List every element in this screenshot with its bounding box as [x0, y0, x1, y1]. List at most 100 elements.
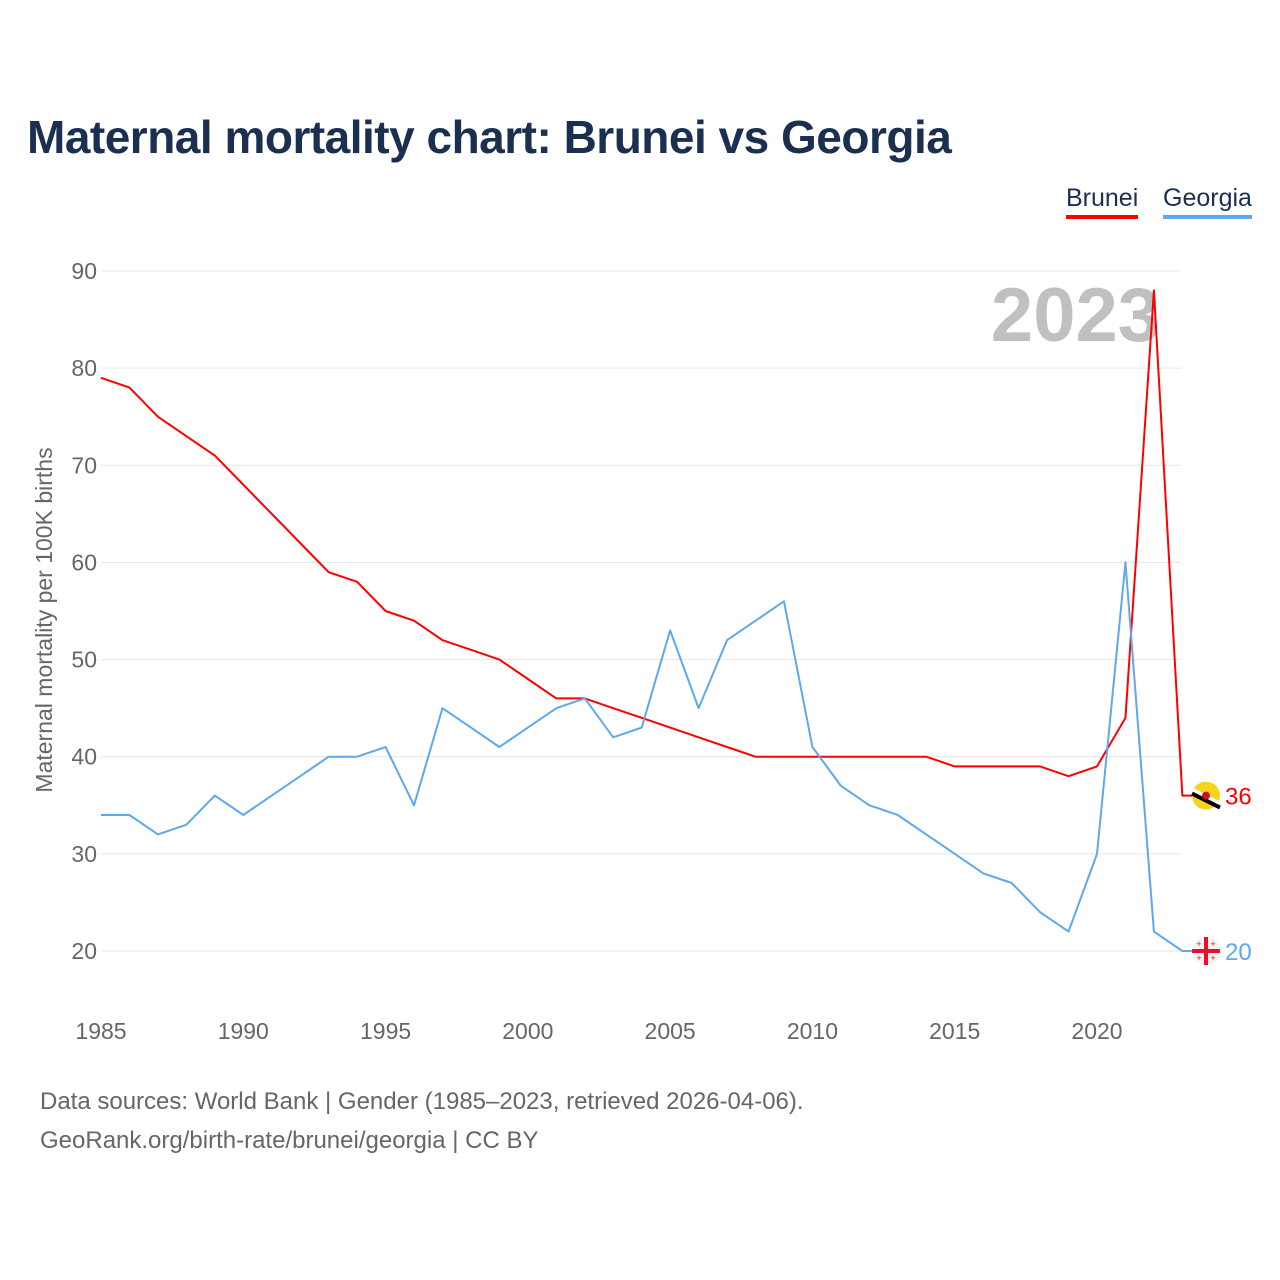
data-point-georgia — [754, 619, 758, 623]
data-point-georgia — [640, 726, 644, 730]
x-tick-label: 2000 — [502, 1018, 553, 1044]
data-point-brunei — [526, 677, 530, 681]
flag-small-cross: + — [1210, 953, 1215, 963]
legend-brunei[interactable]: Brunei — [1066, 184, 1139, 219]
data-point-brunei — [896, 755, 900, 759]
data-point-georgia — [1010, 881, 1014, 885]
y-tick-label: 40 — [71, 744, 97, 770]
data-point-georgia — [412, 803, 416, 807]
data-point-georgia — [697, 706, 701, 710]
data-point-brunei — [782, 755, 786, 759]
data-point-brunei — [327, 570, 331, 574]
data-point-brunei — [867, 755, 871, 759]
data-point-georgia — [156, 832, 160, 836]
data-point-georgia — [270, 794, 274, 798]
y-tick-label: 70 — [71, 452, 97, 478]
series-line-georgia — [101, 561, 1192, 952]
data-point-georgia — [1180, 949, 1184, 953]
data-point-brunei — [1152, 288, 1156, 292]
data-point-brunei — [497, 658, 501, 662]
data-point-georgia — [127, 813, 131, 817]
data-point-georgia — [298, 774, 302, 778]
y-axis-label: Maternal mortality per 100K births — [31, 447, 57, 792]
data-point-brunei — [99, 376, 103, 380]
data-point-brunei — [953, 764, 957, 768]
data-point-brunei — [184, 434, 188, 438]
data-point-brunei — [554, 696, 558, 700]
y-tick-label: 90 — [71, 258, 97, 284]
data-point-georgia — [1038, 910, 1042, 914]
data-point-georgia — [953, 852, 957, 856]
y-tick-label: 50 — [71, 647, 97, 673]
data-point-brunei — [440, 638, 444, 642]
data-point-georgia — [554, 706, 558, 710]
data-point-georgia — [924, 832, 928, 836]
end-value-brunei: 36 — [1225, 784, 1252, 811]
data-point-brunei — [412, 619, 416, 623]
data-point-brunei — [725, 745, 729, 749]
flag-brunei-icon — [1191, 781, 1221, 810]
data-point-brunei — [355, 580, 359, 584]
end-value-georgia: 20 — [1225, 939, 1252, 966]
y-tick-label: 20 — [71, 938, 97, 964]
data-point-brunei — [1180, 794, 1184, 798]
flag-cross — [1204, 937, 1208, 965]
year-watermark: 2023 — [991, 273, 1160, 358]
data-point-georgia — [839, 784, 843, 788]
x-tick-label: 2020 — [1071, 1018, 1122, 1044]
x-tick-label: 2010 — [787, 1018, 838, 1044]
data-point-georgia — [469, 726, 473, 730]
data-point-georgia — [867, 803, 871, 807]
legend-georgia[interactable]: Georgia — [1163, 184, 1252, 219]
data-point-brunei — [611, 706, 615, 710]
data-point-brunei — [270, 512, 274, 516]
x-tick-label: 1990 — [218, 1018, 269, 1044]
data-point-georgia — [241, 813, 245, 817]
data-point-brunei — [1010, 764, 1014, 768]
data-point-georgia — [184, 823, 188, 827]
data-point-georgia — [668, 628, 672, 632]
x-tick-label: 2005 — [645, 1018, 696, 1044]
data-point-georgia — [981, 871, 985, 875]
flag-emblem — [1202, 791, 1210, 800]
data-point-georgia — [99, 813, 103, 817]
data-point-brunei — [668, 726, 672, 730]
x-tick-label: 2015 — [929, 1018, 980, 1044]
source-link[interactable]: GeoRank.org/birth-rate/brunei/georgia | … — [40, 1127, 539, 1154]
y-tick-label: 60 — [71, 549, 97, 575]
data-point-georgia — [1095, 852, 1099, 856]
data-point-brunei — [754, 755, 758, 759]
data-point-georgia — [213, 794, 217, 798]
data-point-brunei — [1067, 774, 1071, 778]
data-point-brunei — [697, 735, 701, 739]
data-point-georgia — [526, 726, 530, 730]
data-point-georgia — [583, 696, 587, 700]
data-point-brunei — [156, 415, 160, 419]
data-point-brunei — [810, 755, 814, 759]
data-point-georgia — [355, 755, 359, 759]
flag-georgia-icon: + + + + — [1192, 937, 1220, 965]
data-point-georgia — [1123, 560, 1127, 564]
flag-small-cross: + — [1196, 953, 1201, 963]
data-point-brunei — [1123, 716, 1127, 720]
source-text: Data sources: World Bank | Gender (1985–… — [40, 1088, 804, 1115]
data-point-georgia — [611, 735, 615, 739]
data-point-georgia — [725, 638, 729, 642]
x-tick-label: 1985 — [75, 1018, 126, 1044]
flag-stripe — [1191, 791, 1221, 810]
data-point-georgia — [497, 745, 501, 749]
data-point-georgia — [810, 745, 814, 749]
data-point-georgia — [1067, 930, 1071, 934]
data-point-brunei — [384, 609, 388, 613]
data-point-brunei — [127, 386, 131, 390]
flag-small-cross: + — [1196, 939, 1201, 949]
data-point-brunei — [981, 764, 985, 768]
data-point-brunei — [924, 755, 928, 759]
data-point-brunei — [1095, 764, 1099, 768]
data-point-brunei — [839, 755, 843, 759]
data-point-brunei — [1038, 764, 1042, 768]
data-point-brunei — [298, 541, 302, 545]
chart-title: Maternal mortality chart: Brunei vs Geor… — [27, 111, 952, 163]
data-point-georgia — [384, 745, 388, 749]
data-point-georgia — [327, 755, 331, 759]
